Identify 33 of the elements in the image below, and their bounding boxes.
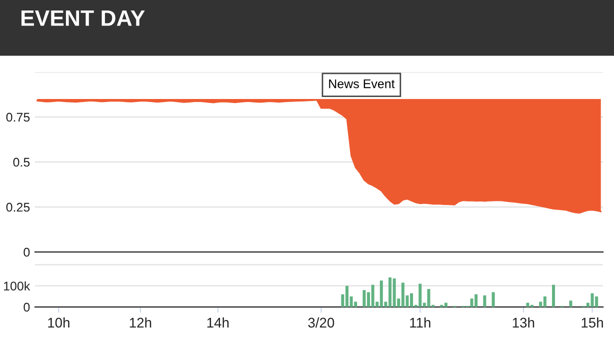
x-tick-label: 14h — [207, 317, 229, 328]
y-tick-label: 100k — [4, 281, 30, 290]
y-tick-label: 0.5 — [13, 158, 30, 167]
bar — [492, 292, 495, 307]
bar — [362, 290, 366, 307]
bar — [526, 302, 530, 307]
bar — [371, 284, 374, 307]
x-tick-label: 3/20 — [308, 317, 334, 328]
bar — [552, 284, 556, 307]
y-tick-label: 0 — [24, 302, 30, 312]
x-tick-label: 11h — [410, 317, 430, 328]
bar — [388, 277, 392, 307]
bar — [392, 278, 396, 307]
bar — [569, 300, 572, 307]
bar — [470, 298, 474, 307]
y-tick-label: 0.25 — [6, 202, 30, 212]
bar — [543, 296, 546, 307]
y-tick-label: 0.75 — [6, 112, 30, 122]
x-tick-label: 10h — [48, 317, 70, 328]
bar — [483, 295, 486, 307]
chart-title: EVENT DAY — [21, 10, 145, 26]
bar — [401, 282, 404, 307]
x-tick-label: 13h — [512, 317, 534, 328]
bar — [418, 284, 422, 307]
x-tick-label: 15h — [582, 317, 603, 328]
bar — [380, 280, 383, 307]
x-tick-label: 12h — [130, 317, 152, 328]
bar — [590, 293, 594, 307]
bar — [474, 294, 478, 307]
bar — [427, 289, 430, 307]
y-tick-label: 0 — [24, 248, 30, 257]
bar — [444, 302, 448, 307]
annotation: News Event — [329, 79, 395, 88]
